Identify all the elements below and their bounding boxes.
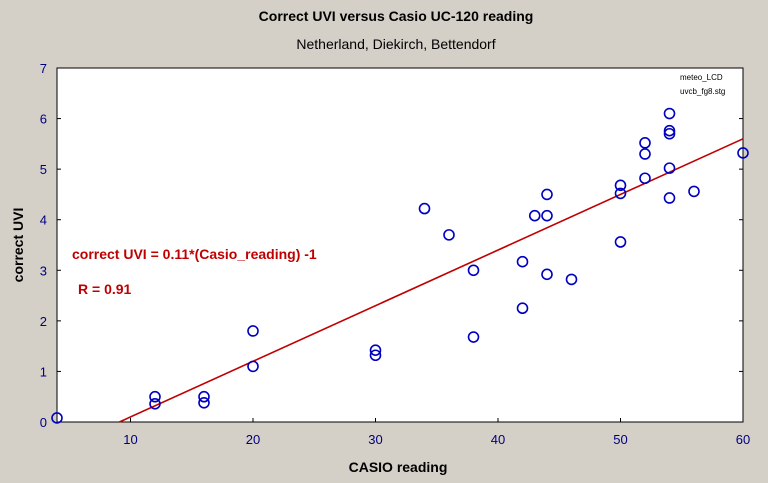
- x-tick-label: 20: [246, 432, 260, 447]
- data-point: [639, 137, 651, 149]
- data-point: [149, 390, 161, 403]
- file-note-line-1: meteo_LCD: [680, 73, 723, 82]
- x-tick-label: 10: [123, 432, 137, 447]
- data-point: [663, 162, 676, 174]
- data-point: [369, 349, 382, 362]
- correlation-label: R = 0.91: [78, 281, 132, 297]
- data-point: [418, 202, 431, 215]
- x-tick-label: 40: [491, 432, 505, 447]
- plot-area: [56, 67, 744, 423]
- data-point: [198, 390, 210, 403]
- data-points: [51, 107, 749, 424]
- data-point: [614, 236, 627, 248]
- y-tick-label: 7: [40, 61, 47, 76]
- data-point: [467, 331, 480, 343]
- regression-line: [119, 138, 744, 423]
- data-point: [663, 127, 676, 140]
- data-point: [614, 187, 627, 200]
- data-point: [528, 209, 541, 222]
- y-tick-label: 4: [40, 213, 47, 228]
- x-axis-label: CASIO reading: [349, 459, 448, 475]
- data-point: [516, 302, 529, 315]
- data-point: [541, 209, 553, 222]
- x-tick-label: 60: [736, 432, 750, 447]
- data-point: [663, 124, 676, 137]
- chart-subtitle: Netherland, Diekirch, Bettendorf: [296, 36, 495, 52]
- y-tick-label: 0: [40, 415, 47, 430]
- y-tick-label: 3: [40, 263, 47, 278]
- data-point: [663, 107, 676, 120]
- y-tick-label: 2: [40, 314, 47, 329]
- data-point: [565, 273, 578, 286]
- x-tick-label: 30: [368, 432, 382, 447]
- data-point: [516, 255, 529, 268]
- data-point: [639, 148, 651, 160]
- file-note-line-2: uvcb_fg8.stg: [680, 87, 725, 96]
- data-point: [247, 325, 259, 337]
- data-point: [247, 360, 259, 373]
- data-point: [149, 397, 161, 410]
- data-point: [467, 264, 480, 277]
- regression-layer: [119, 138, 744, 423]
- x-tick-label: 50: [613, 432, 627, 447]
- y-tick-label: 5: [40, 162, 47, 177]
- data-point: [541, 188, 553, 201]
- regression-equation-label: correct UVI = 0.11*(Casio_reading) -1: [72, 246, 317, 262]
- data-point: [688, 185, 700, 198]
- data-point: [639, 172, 651, 185]
- data-point: [737, 147, 749, 159]
- y-axis-label: correct UVI: [10, 208, 26, 283]
- y-tick-label: 1: [40, 364, 47, 379]
- data-point: [663, 192, 676, 204]
- data-point: [541, 268, 553, 281]
- chart-title: Correct UVI versus Casio UC-120 reading: [259, 8, 534, 24]
- data-point: [443, 229, 455, 241]
- axis-ticks: 10 20 30 40 50 60 0 1 2 3 4 5 6 7: [40, 61, 750, 447]
- data-point: [198, 396, 210, 409]
- data-point: [614, 179, 627, 192]
- data-point: [51, 412, 63, 424]
- data-point: [369, 344, 382, 356]
- y-tick-label: 6: [40, 112, 47, 127]
